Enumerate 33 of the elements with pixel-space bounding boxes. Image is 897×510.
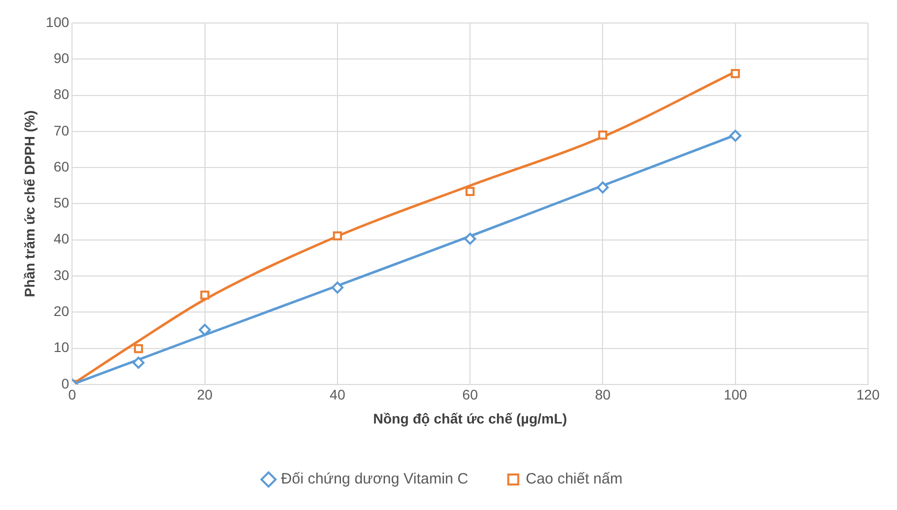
x-tick-label: 80 <box>594 386 611 403</box>
x-tick-label: 40 <box>330 386 346 403</box>
y-tick-label: 80 <box>54 86 70 102</box>
point <box>464 232 476 245</box>
x-tick-label: 100 <box>724 386 748 403</box>
legend-label: Đối chứng dương Vitamin C <box>281 470 468 488</box>
x-axis-title: Nồng độ chất ức chế (µg/mL) <box>373 410 568 426</box>
legend-label: Cao chiết nấm <box>526 470 622 488</box>
y-tick-label: 70 <box>54 122 70 138</box>
y-tick-label: 0 <box>61 375 70 392</box>
y-tick-label: 20 <box>54 302 70 319</box>
point <box>331 282 344 294</box>
point <box>200 290 210 300</box>
x-tick-label: 60 <box>462 386 478 403</box>
x-tick-label: 20 <box>197 386 213 403</box>
point <box>198 324 211 336</box>
y-tick-label: 30 <box>54 266 70 283</box>
y-tick-label: 100 <box>46 14 70 30</box>
point <box>332 231 342 240</box>
y-tick-label: 50 <box>54 194 70 211</box>
y-tick-label: 90 <box>54 50 70 66</box>
point <box>134 344 144 354</box>
y-tick-label: 10 <box>54 339 70 356</box>
y-tick-label: 60 <box>54 158 70 174</box>
point <box>729 130 742 142</box>
point <box>466 186 475 196</box>
y-tick-label: 40 <box>54 230 70 247</box>
point <box>596 181 609 194</box>
y-axis-title: Phần trăm ức chế DPPH (%) <box>21 110 38 298</box>
point <box>730 69 740 78</box>
point <box>598 130 608 140</box>
point <box>132 356 144 369</box>
x-tick-label: 120 <box>856 386 880 403</box>
